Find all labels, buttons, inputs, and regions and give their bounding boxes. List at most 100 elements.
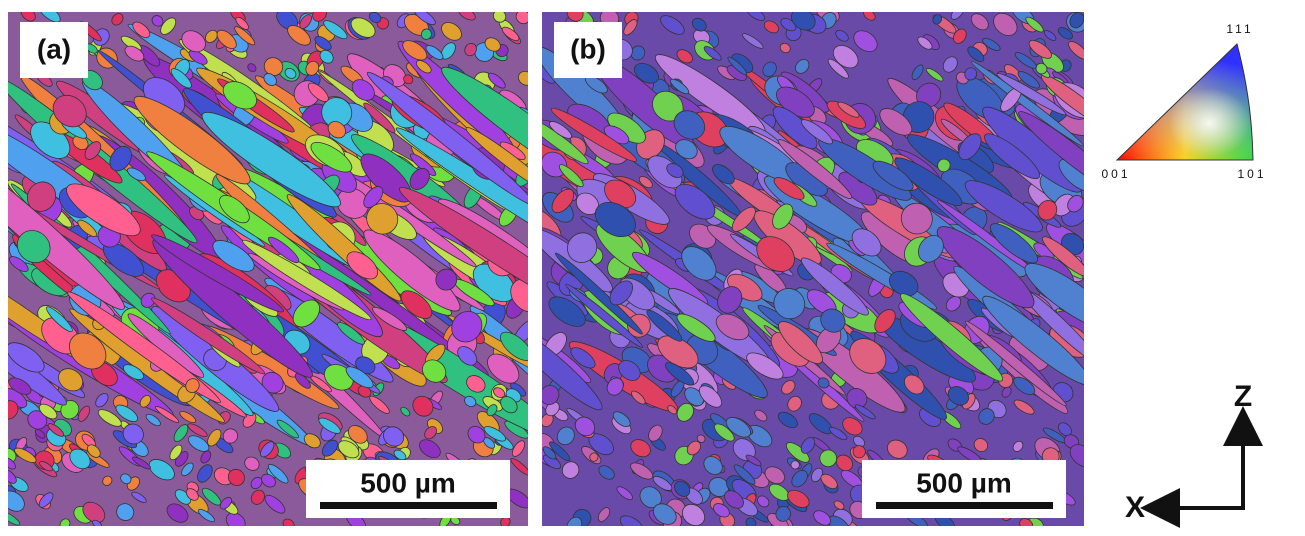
grain: [9, 256, 29, 273]
grain: [166, 503, 189, 523]
grain: [894, 157, 963, 206]
ipf-label: 101: [1237, 167, 1266, 181]
grain: [400, 406, 411, 417]
grain: [337, 440, 360, 459]
grain: [409, 153, 437, 177]
grain: [441, 22, 462, 41]
grain: [725, 417, 751, 438]
grain: [667, 405, 678, 415]
grain: [777, 411, 798, 429]
grain: [464, 395, 477, 408]
grain: [820, 473, 838, 490]
grain: [800, 257, 869, 316]
grain: [151, 234, 285, 313]
grain: [598, 465, 615, 480]
grain: [1013, 399, 1035, 415]
grain: [619, 515, 644, 526]
grain: [124, 45, 145, 62]
grain: [327, 121, 347, 139]
grain: [777, 139, 853, 199]
grain: [791, 12, 816, 31]
grain: [594, 201, 636, 238]
grain: [638, 175, 653, 189]
grain: [363, 186, 384, 209]
grain: [20, 12, 36, 22]
grain: [746, 12, 766, 21]
grain: [47, 423, 65, 437]
grain: [314, 35, 332, 51]
grain: [8, 400, 19, 420]
grain: [441, 66, 528, 188]
grain: [299, 14, 312, 29]
grain: [403, 74, 414, 85]
grain: [282, 518, 295, 526]
grain: [264, 494, 286, 514]
grain: [350, 17, 376, 38]
grain: [250, 476, 263, 490]
grain: [82, 501, 106, 523]
grain: [420, 28, 432, 40]
grain: [1001, 386, 1012, 398]
scale-label: 500 µm: [360, 467, 456, 498]
grain: [990, 223, 1038, 264]
grain: [561, 461, 580, 479]
grain: [1028, 40, 1052, 59]
grain: [8, 342, 45, 373]
grain: [244, 456, 260, 471]
grain: [554, 252, 643, 335]
grain: [97, 409, 122, 427]
grain: [551, 188, 575, 214]
grain: [8, 377, 32, 395]
grain: [542, 384, 560, 406]
grain: [698, 385, 723, 408]
grain: [307, 82, 329, 102]
grain: [1069, 12, 1084, 29]
grain: [724, 490, 744, 509]
grain: [978, 408, 995, 425]
grain: [691, 17, 707, 32]
grain: [399, 187, 528, 315]
grain: [819, 449, 837, 468]
grain: [652, 503, 677, 525]
grain: [681, 503, 706, 526]
grain: [829, 426, 848, 441]
grain: [222, 428, 238, 444]
grain: [517, 70, 528, 86]
grain: [827, 58, 849, 79]
grain: [464, 43, 477, 57]
grain: [763, 20, 779, 34]
grain: [46, 306, 73, 333]
grain: [132, 456, 151, 470]
grain: [973, 438, 989, 452]
grain: [781, 380, 796, 395]
grain: [681, 246, 717, 281]
grain: [835, 29, 849, 42]
grain: [874, 309, 896, 333]
grain: [39, 461, 53, 472]
grain: [904, 374, 925, 395]
grain: [757, 495, 770, 508]
grain: [731, 206, 756, 232]
grain: [160, 17, 177, 35]
grain: [712, 164, 735, 185]
grain: [187, 423, 208, 438]
grain: [347, 425, 368, 444]
grain: [205, 29, 218, 43]
grain: [67, 291, 221, 404]
grain: [201, 487, 222, 506]
grain: [832, 45, 859, 69]
grain: [1014, 52, 1037, 69]
grain: [813, 510, 831, 526]
grain: [835, 454, 854, 472]
grain: [712, 503, 730, 518]
grain: [566, 12, 584, 22]
grain: [201, 111, 341, 208]
grain: [416, 60, 432, 74]
grain: [1037, 200, 1058, 221]
grain: [673, 110, 706, 140]
grain: [886, 439, 908, 459]
grain: [900, 202, 933, 235]
grain: [310, 141, 353, 173]
grain: [412, 395, 434, 417]
grain: [66, 183, 141, 237]
